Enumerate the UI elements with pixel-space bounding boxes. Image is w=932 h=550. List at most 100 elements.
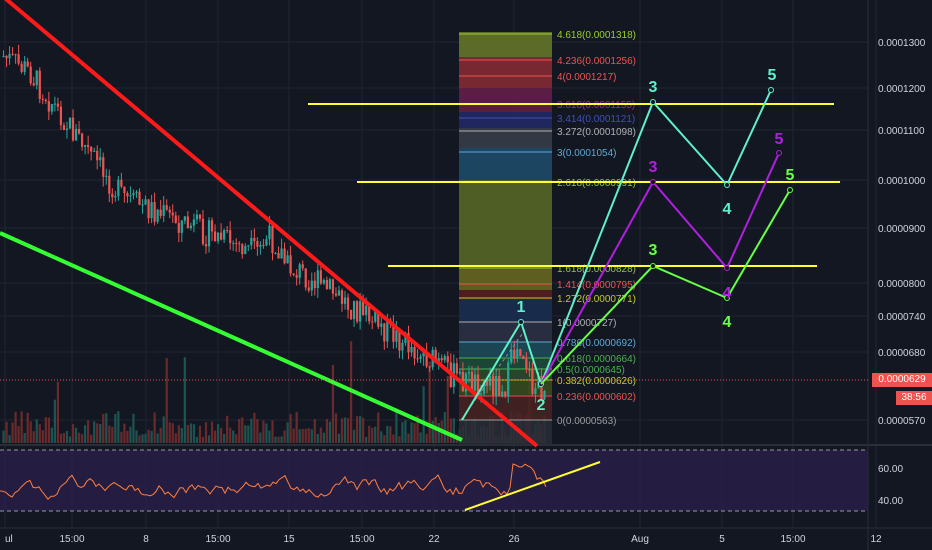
candle-body	[41, 98, 44, 100]
candle-body	[307, 287, 310, 291]
volume-bar	[96, 423, 99, 443]
candle-body	[207, 220, 211, 247]
candle-body	[392, 323, 395, 342]
candle-body	[102, 157, 105, 177]
candle-body	[440, 358, 443, 361]
rsi-tick-label: 60.00	[878, 464, 903, 475]
volume-bar	[238, 418, 241, 443]
volume-bar	[437, 422, 440, 443]
time-tick-label: 22	[428, 534, 440, 545]
rsi-trendline	[464, 461, 601, 511]
volume-bar	[283, 430, 286, 443]
volume-bar	[108, 425, 111, 443]
time-tick-label: 26	[508, 534, 520, 545]
resistance-trendline	[4, 0, 539, 448]
candle-body	[244, 246, 247, 255]
volume-bar	[289, 414, 292, 443]
volume-bar	[111, 426, 114, 443]
volume-bar	[307, 428, 310, 443]
candle-body	[501, 391, 504, 396]
volume-bar	[386, 425, 389, 443]
candle-body	[498, 375, 501, 396]
candle-body	[226, 230, 229, 232]
volume-bar	[11, 422, 14, 443]
volume-bar	[220, 427, 223, 443]
volume-bar	[316, 434, 319, 443]
fib-level-label: 1(0.0000727)	[557, 318, 617, 329]
candle-body	[337, 290, 341, 296]
candle-body	[232, 242, 235, 244]
candle-body	[50, 104, 53, 112]
candle-body	[84, 144, 87, 147]
candle-body	[349, 309, 353, 320]
candle-body	[343, 297, 347, 304]
volume-bar	[216, 424, 220, 443]
candle-body	[492, 376, 495, 396]
volume-bar	[392, 434, 395, 443]
volume-bar	[452, 418, 455, 443]
fib-zone-band	[459, 380, 552, 395]
rsi-tick-label: 40.00	[878, 496, 903, 507]
volume-bar	[68, 436, 72, 443]
candle-body	[235, 242, 238, 244]
wave-path-green	[540, 189, 791, 385]
volume-bar	[114, 414, 117, 443]
candle-body	[108, 175, 111, 194]
candle-body	[371, 321, 374, 323]
candle-body	[368, 305, 371, 322]
candle-body	[295, 275, 298, 278]
fib-zone-band	[459, 322, 552, 342]
volume-bar	[90, 434, 93, 443]
volume-bar	[186, 424, 189, 443]
candle-body	[87, 144, 90, 147]
volume-bar	[156, 433, 159, 443]
volume-bar	[295, 411, 298, 443]
volume-bar	[129, 426, 132, 443]
volume-bar	[56, 381, 60, 443]
candle-body	[386, 319, 389, 342]
volume-bar	[271, 420, 274, 443]
candle-body	[8, 53, 11, 59]
volume-bar	[401, 422, 404, 443]
candle-body	[458, 371, 461, 374]
candle-body	[407, 333, 410, 353]
time-tick-label: 8	[143, 534, 149, 545]
candle-body	[220, 232, 223, 240]
volume-bar	[183, 357, 186, 443]
time-tick-label: Aug	[631, 534, 649, 545]
volume-bar	[404, 420, 407, 443]
wave-node	[518, 319, 524, 325]
volume-bar	[241, 417, 244, 443]
candle-body	[346, 297, 350, 310]
fib-level-label: 2.618(0.0000991)	[557, 178, 636, 189]
candle-body	[80, 133, 84, 147]
candle-body	[253, 237, 256, 242]
candle-body	[229, 230, 232, 244]
fib-zone-band	[459, 88, 552, 112]
price-tick-label: 0.0000900	[878, 224, 926, 235]
price-tick-label: 0.0001200	[878, 84, 926, 95]
candle-body	[47, 101, 50, 112]
candle-body	[534, 388, 537, 394]
candle-body	[522, 356, 525, 360]
candle-body	[11, 53, 14, 55]
candle-body	[428, 366, 431, 368]
candle-body	[513, 349, 516, 359]
wave-label: 5	[775, 131, 784, 148]
volume-bar	[62, 432, 66, 443]
candle-body	[65, 128, 69, 130]
volume-bar	[371, 427, 374, 443]
volume-bar	[232, 430, 235, 443]
volume-bar	[162, 416, 165, 443]
candle-body	[17, 54, 20, 64]
fib-level-label: 3(0.0001054)	[557, 148, 617, 159]
candle-body	[216, 232, 220, 242]
candle-body	[467, 371, 471, 374]
volume-bar	[135, 430, 138, 443]
volume-bar	[407, 433, 410, 443]
volume-bar	[198, 425, 202, 443]
candle-body	[105, 175, 108, 177]
price-tick-label: 0.0001300	[878, 38, 926, 49]
candle-body	[543, 391, 546, 400]
